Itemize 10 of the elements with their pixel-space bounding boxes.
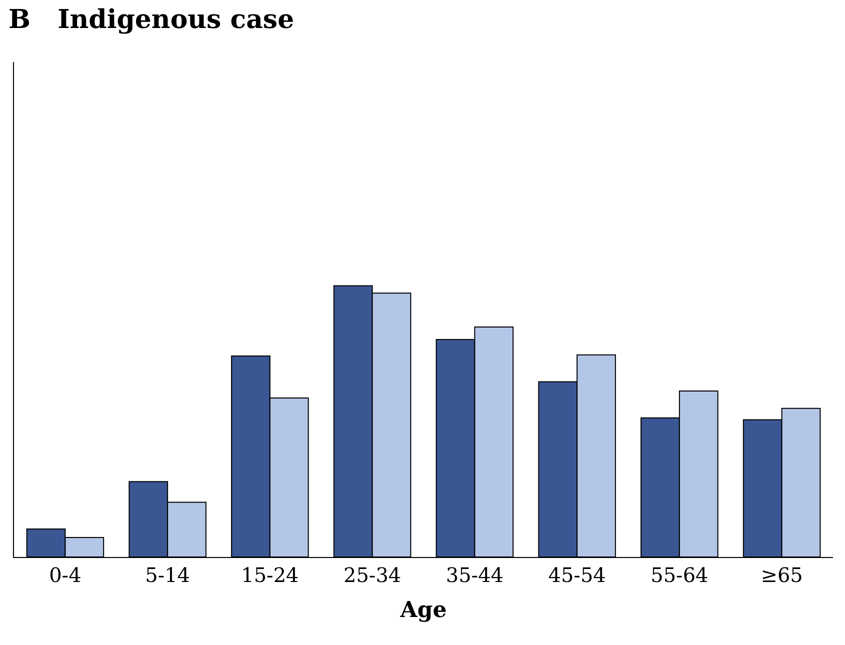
x-tick-label: 55-64 <box>650 563 708 587</box>
x-tick-label: 0-4 <box>49 563 82 587</box>
x-tick-label: 35-44 <box>446 563 504 587</box>
x-tick-label: 15-24 <box>241 563 299 587</box>
x-tick-label: ≥65 <box>760 563 803 587</box>
x-tick-label: 5-14 <box>145 563 190 587</box>
x-axis-title: Age <box>399 596 447 623</box>
x-tick-label: 45-54 <box>548 563 606 587</box>
chart-title: B Indigenous case <box>8 4 294 35</box>
x-tick-label: 25-34 <box>343 563 402 587</box>
